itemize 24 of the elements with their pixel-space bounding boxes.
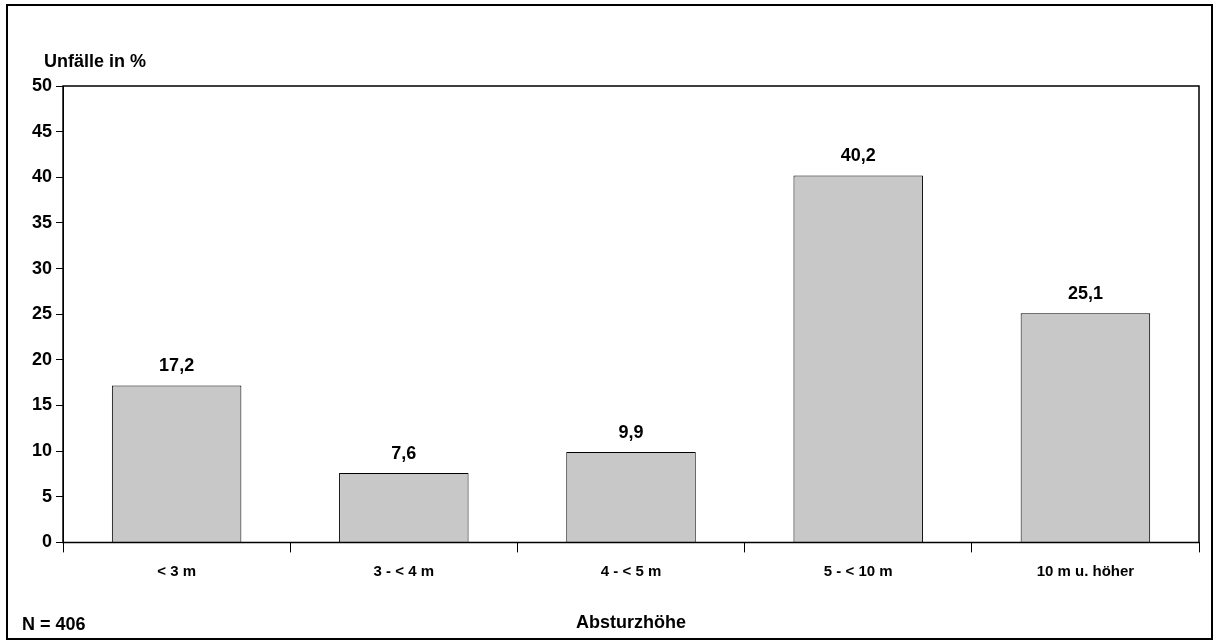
y-tick-label: 30: [31, 257, 53, 278]
data-label: 9,9: [618, 422, 644, 442]
data-label: 25,1: [1067, 283, 1103, 304]
y-tick-label: 50: [31, 74, 53, 95]
y-tick-label: 20: [31, 348, 53, 369]
data-label: 7,6: [391, 443, 417, 463]
y-tick-label: 10: [31, 440, 53, 461]
y-tick-label: 25: [31, 303, 53, 324]
data-label: 40,2: [840, 145, 876, 166]
y-axis-title: Unfälle in %: [44, 51, 147, 71]
y-tick-label: 15: [31, 394, 53, 415]
x-tick-label: 5 - < 10 m: [823, 561, 893, 579]
x-tick-label: 4 - < 5 m: [600, 561, 662, 579]
y-tick-label: 5: [42, 485, 53, 506]
x-axis-title: Absturzhöhe: [576, 612, 687, 633]
data-label: 17,2: [159, 355, 195, 376]
y-tick-label: 0: [42, 531, 53, 552]
x-tick-label: 3 - < 4 m: [373, 561, 435, 579]
x-tick-label: < 3 m: [157, 561, 197, 579]
y-tick-label: 40: [31, 166, 53, 187]
text: N = 406: [22, 614, 86, 634]
y-tick-label: 35: [31, 211, 53, 232]
x-tick-label: 10 m u. höher: [1036, 561, 1135, 579]
y-tick-label: 45: [31, 120, 53, 141]
